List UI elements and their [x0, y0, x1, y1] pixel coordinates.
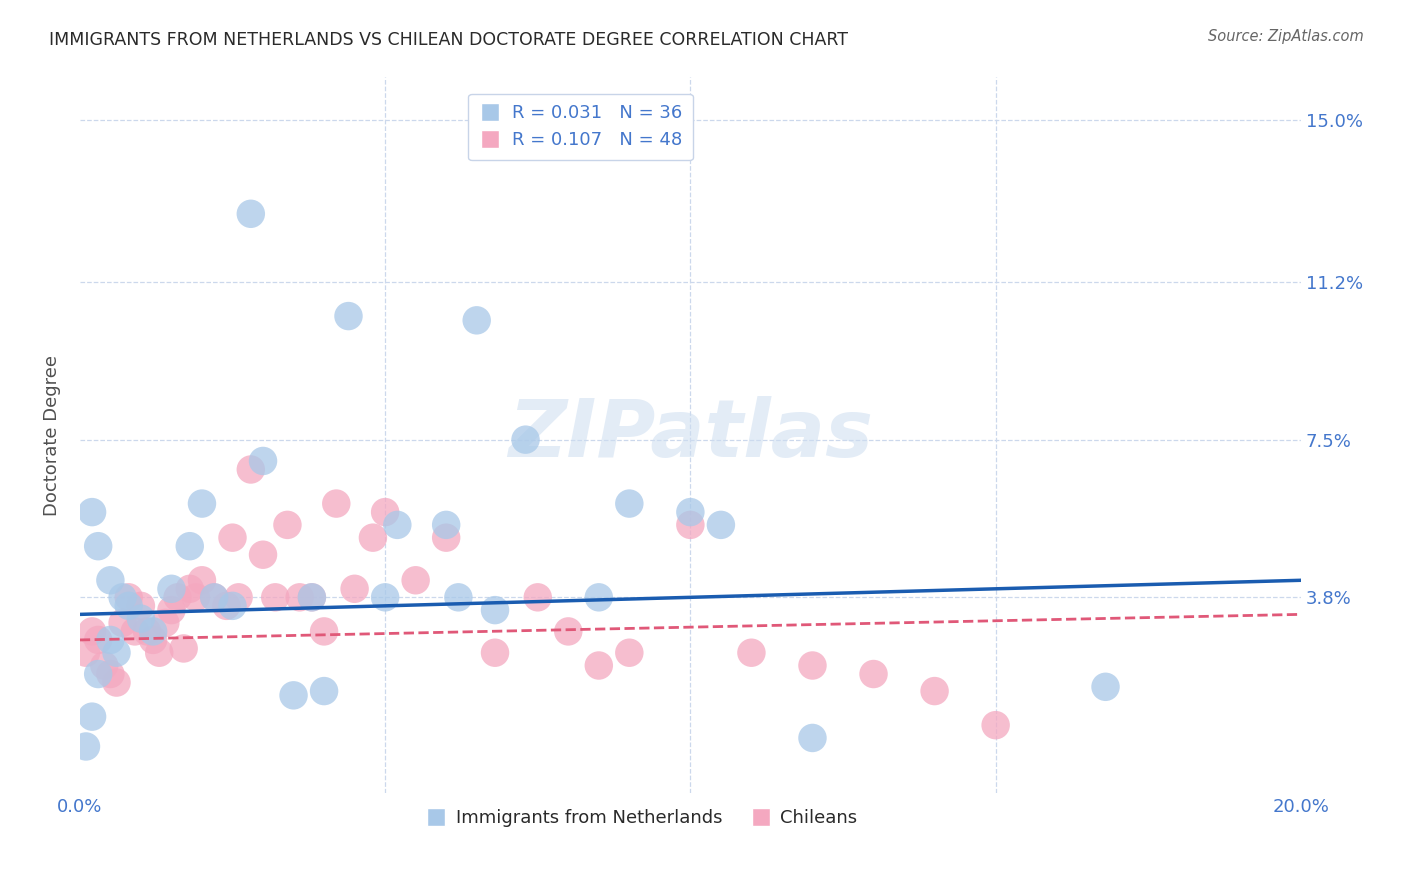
Text: IMMIGRANTS FROM NETHERLANDS VS CHILEAN DOCTORATE DEGREE CORRELATION CHART: IMMIGRANTS FROM NETHERLANDS VS CHILEAN D…	[49, 31, 848, 49]
Point	[75, 739, 97, 754]
Point	[221, 531, 243, 545]
Point	[312, 684, 335, 698]
Point	[87, 539, 110, 553]
Point	[239, 462, 262, 476]
Point	[484, 603, 506, 617]
Point	[588, 658, 610, 673]
Point	[155, 615, 177, 630]
Point	[276, 517, 298, 532]
Point	[105, 675, 128, 690]
Point	[252, 548, 274, 562]
Point	[80, 505, 103, 519]
Point	[80, 624, 103, 639]
Point	[80, 709, 103, 723]
Point	[862, 667, 884, 681]
Point	[526, 591, 548, 605]
Point	[179, 582, 201, 596]
Point	[166, 591, 188, 605]
Point	[557, 624, 579, 639]
Point	[148, 646, 170, 660]
Point	[710, 517, 733, 532]
Point	[337, 309, 360, 323]
Point	[515, 433, 537, 447]
Point	[179, 539, 201, 553]
Point	[301, 591, 323, 605]
Point	[228, 591, 250, 605]
Point	[434, 517, 457, 532]
Point	[374, 505, 396, 519]
Legend: Immigrants from Netherlands, Chileans: Immigrants from Netherlands, Chileans	[418, 802, 865, 834]
Point	[374, 591, 396, 605]
Point	[173, 641, 195, 656]
Point	[465, 313, 488, 327]
Point	[283, 689, 305, 703]
Point	[288, 591, 311, 605]
Point	[387, 517, 409, 532]
Point	[111, 591, 134, 605]
Point	[252, 454, 274, 468]
Point	[984, 718, 1007, 732]
Point	[136, 624, 159, 639]
Point	[191, 574, 214, 588]
Point	[1094, 680, 1116, 694]
Point	[100, 574, 122, 588]
Point	[93, 658, 115, 673]
Point	[312, 624, 335, 639]
Point	[801, 731, 824, 745]
Point	[87, 667, 110, 681]
Point	[111, 615, 134, 630]
Point	[679, 505, 702, 519]
Point	[142, 632, 165, 647]
Point	[924, 684, 946, 698]
Point	[679, 517, 702, 532]
Point	[160, 603, 183, 617]
Point	[160, 582, 183, 596]
Point	[124, 624, 146, 639]
Point	[343, 582, 366, 596]
Point	[484, 646, 506, 660]
Point	[87, 632, 110, 647]
Point	[801, 658, 824, 673]
Point	[118, 591, 141, 605]
Point	[118, 599, 141, 613]
Point	[740, 646, 762, 660]
Point	[100, 632, 122, 647]
Point	[221, 599, 243, 613]
Point	[105, 646, 128, 660]
Point	[191, 497, 214, 511]
Point	[434, 531, 457, 545]
Point	[619, 646, 641, 660]
Point	[325, 497, 347, 511]
Text: Source: ZipAtlas.com: Source: ZipAtlas.com	[1208, 29, 1364, 44]
Point	[447, 591, 470, 605]
Point	[264, 591, 287, 605]
Point	[75, 646, 97, 660]
Point	[405, 574, 427, 588]
Point	[202, 591, 225, 605]
Point	[184, 591, 207, 605]
Point	[202, 591, 225, 605]
Point	[301, 591, 323, 605]
Point	[129, 612, 152, 626]
Point	[142, 624, 165, 639]
Text: ZIPatlas: ZIPatlas	[508, 396, 873, 475]
Point	[100, 667, 122, 681]
Y-axis label: Doctorate Degree: Doctorate Degree	[44, 355, 60, 516]
Point	[239, 207, 262, 221]
Point	[619, 497, 641, 511]
Point	[215, 599, 238, 613]
Point	[129, 599, 152, 613]
Point	[361, 531, 384, 545]
Point	[588, 591, 610, 605]
